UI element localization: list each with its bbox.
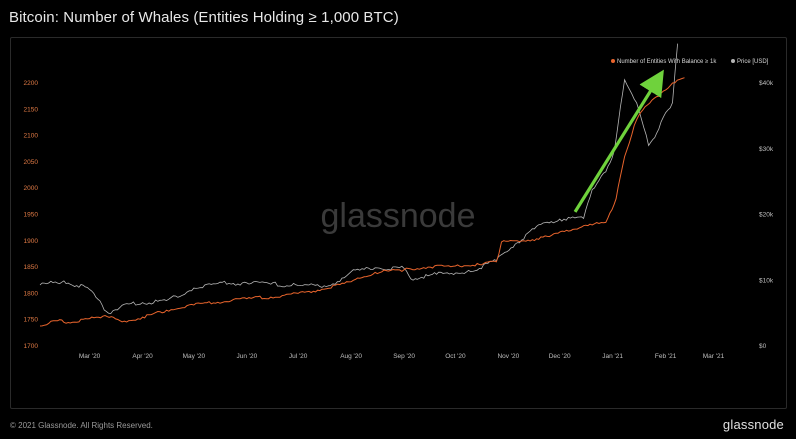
left-tick-label: 2200 xyxy=(24,80,39,87)
series-layer xyxy=(39,43,685,327)
x-tick-label: Apr '20 xyxy=(132,353,153,360)
left-tick-label: 2100 xyxy=(24,133,39,140)
x-axis: Mar '20 Apr '20 May '20 Jun '20 Jul '20 Aug '… xyxy=(79,353,725,360)
x-tick-label: Jul '20 xyxy=(289,353,308,360)
green-arrow xyxy=(573,69,664,213)
right-tick-label: $0 xyxy=(759,343,767,350)
right-axis: $0 $10k $20k $30k $40k xyxy=(759,80,774,350)
chart-panel xyxy=(10,37,787,409)
x-tick-label: Jan '21 xyxy=(602,353,623,360)
left-tick-label: 1750 xyxy=(24,317,39,324)
x-tick-label: Nov '20 xyxy=(497,353,519,360)
x-tick-label: Aug '20 xyxy=(340,353,362,360)
left-tick-label: 2050 xyxy=(24,159,39,166)
left-tick-label: 1800 xyxy=(24,290,39,297)
right-tick-label: $10k xyxy=(759,277,774,284)
x-tick-label: Mar '20 xyxy=(79,353,101,360)
left-tick-label: 1700 xyxy=(24,343,39,350)
left-tick-label: 2000 xyxy=(24,185,39,192)
left-tick-label: 1950 xyxy=(24,212,39,219)
legend: Number of Entities With Balance ≥ 1k Pric… xyxy=(611,59,769,65)
left-tick-label: 1850 xyxy=(24,264,39,271)
x-tick-label: Oct '20 xyxy=(445,353,466,360)
watermark: glassnode xyxy=(320,197,475,235)
left-tick-label: 1900 xyxy=(24,238,39,245)
chart-title: Bitcoin: Number of Whales (Entities Hold… xyxy=(9,9,399,26)
x-tick-label: Jun '20 xyxy=(236,353,257,360)
copyright-text: © 2021 Glassnode. All Rights Reserved. xyxy=(10,421,153,430)
x-tick-label: Feb '21 xyxy=(655,353,677,360)
x-tick-label: Dec '20 xyxy=(549,353,571,360)
x-tick-label: Mar '21 xyxy=(703,353,725,360)
right-tick-label: $30k xyxy=(759,146,774,153)
right-tick-label: $20k xyxy=(759,212,774,219)
left-axis: 1700 1750 1800 1850 1900 1950 2000 2050 2100 2150… xyxy=(24,80,39,350)
price-line xyxy=(39,43,678,315)
whales-line xyxy=(39,77,685,327)
left-tick-label: 2150 xyxy=(24,106,39,113)
x-tick-label: May '20 xyxy=(183,353,206,360)
legend-label-price: Price [USD] xyxy=(737,59,769,65)
legend-marker-whales xyxy=(611,59,615,63)
legend-label-whales: Number of Entities With Balance ≥ 1k xyxy=(617,59,717,65)
legend-marker-price xyxy=(731,59,735,63)
x-tick-label: Sep '20 xyxy=(393,353,415,360)
annotation-layer xyxy=(573,69,664,213)
right-tick-label: $40k xyxy=(759,80,774,87)
glassnode-logo: glassnode xyxy=(722,417,784,432)
